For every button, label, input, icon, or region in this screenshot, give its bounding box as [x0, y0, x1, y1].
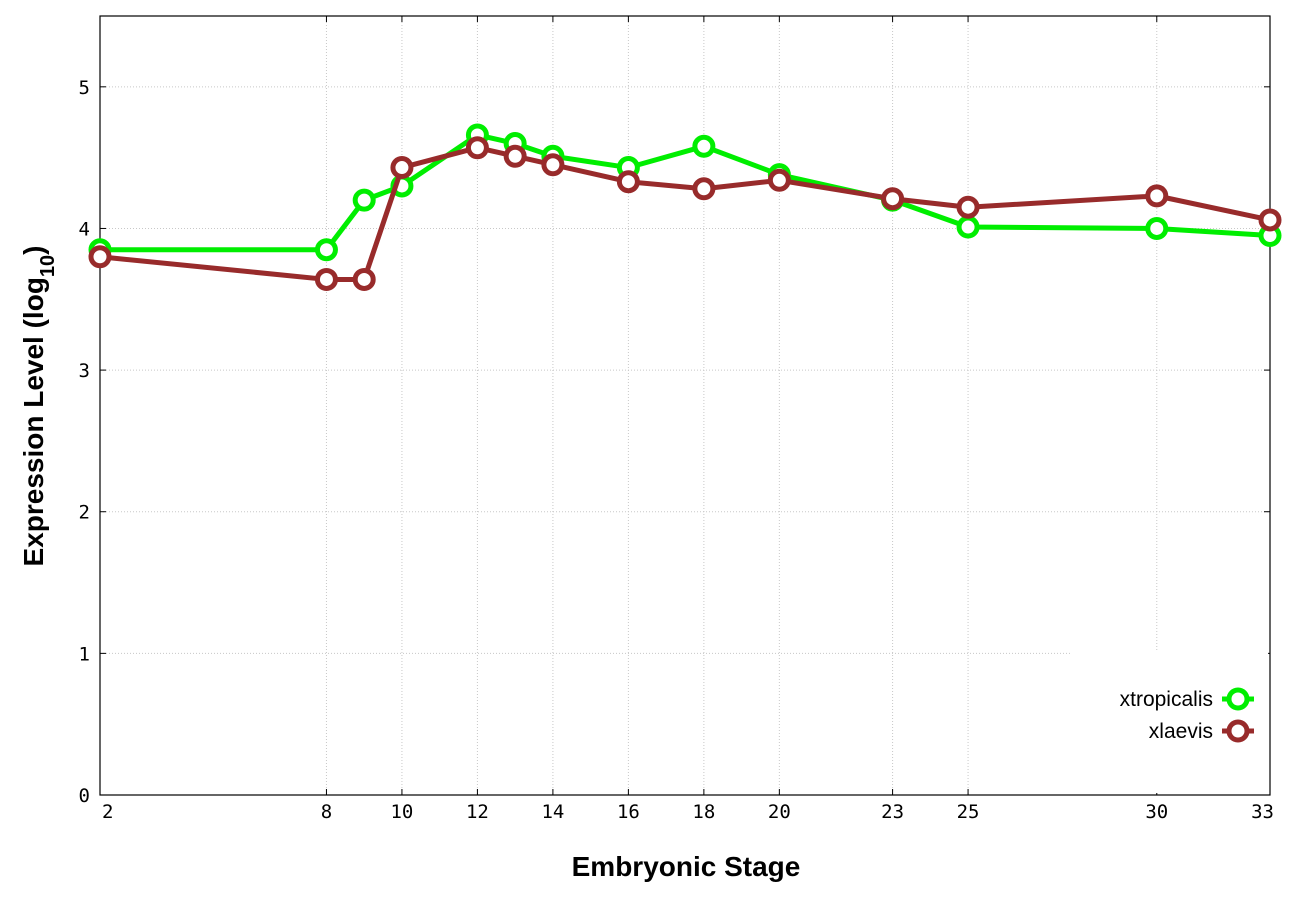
x-tick-label: 16 [617, 801, 640, 823]
legend: xtropicalis xlaevis [1072, 650, 1268, 793]
y-axis-title-main: Expression Level (log [18, 277, 49, 566]
y-tick-label: 4 [79, 218, 90, 240]
data-point-xlaevis [767, 168, 791, 192]
data-point-xlaevis [1145, 184, 1169, 208]
data-point-xlaevis [352, 267, 376, 291]
legend-marker-xlaevis [1226, 719, 1250, 743]
series-xtropicalis [88, 123, 1282, 262]
legend-entry-xtropicalis: xtropicalis [1120, 687, 1254, 711]
legend-label-xlaevis: xlaevis [1149, 720, 1213, 743]
y-tick-label: 5 [79, 77, 90, 99]
data-point-xlaevis [465, 136, 489, 160]
series-line-xtropicalis [100, 132, 1271, 253]
y-axis-title-subscript: 10 [37, 255, 59, 277]
y-tick-label: 1 [79, 643, 90, 665]
data-point-xlaevis [503, 144, 527, 168]
plot-frame [99, 15, 1271, 796]
x-tick-label: 20 [768, 801, 791, 823]
data-point-xtropicalis [314, 238, 338, 262]
y-tick-label: 0 [79, 785, 90, 807]
x-tick-label: 33 [1251, 801, 1274, 823]
data-point-xlaevis [88, 245, 112, 269]
data-point-xlaevis [616, 170, 640, 194]
legend-marker-xtropicalis [1226, 687, 1250, 711]
y-axis-title: Expression Level (log10) [18, 246, 59, 567]
data-point-xlaevis [881, 187, 905, 211]
x-tick-label: 10 [390, 801, 413, 823]
data-point-xlaevis [390, 156, 414, 180]
x-tick-label: 25 [957, 801, 980, 823]
data-point-xlaevis [314, 267, 338, 291]
x-tick-label: 2 [102, 801, 113, 823]
x-axis-title: Embryonic Stage [572, 851, 801, 882]
legend-label-xtropicalis: xtropicalis [1120, 688, 1213, 711]
data-point-xtropicalis [692, 134, 716, 158]
series-xlaevis [88, 136, 1282, 291]
legend-entry-xlaevis: xlaevis [1149, 719, 1254, 743]
x-tick-label: 8 [321, 801, 332, 823]
series-line-xlaevis [99, 145, 1271, 282]
y-axis-title-close: ) [18, 246, 49, 255]
x-tick-label: 18 [692, 801, 715, 823]
y-tick-label: 2 [79, 502, 90, 524]
data-point-xlaevis [541, 153, 565, 177]
x-tick-label: 23 [881, 801, 904, 823]
data-point-xlaevis [956, 195, 980, 219]
series [88, 123, 1282, 291]
x-tick-label: 12 [466, 801, 489, 823]
data-point-xtropicalis [1145, 216, 1169, 240]
x-tick-label: 30 [1145, 801, 1168, 823]
data-point-xlaevis [1258, 208, 1282, 232]
y-tick-label: 3 [79, 360, 90, 382]
x-tick-label: 14 [541, 801, 564, 823]
data-point-xlaevis [692, 177, 716, 201]
data-point-xtropicalis [956, 215, 980, 239]
data-point-xtropicalis [352, 188, 376, 212]
